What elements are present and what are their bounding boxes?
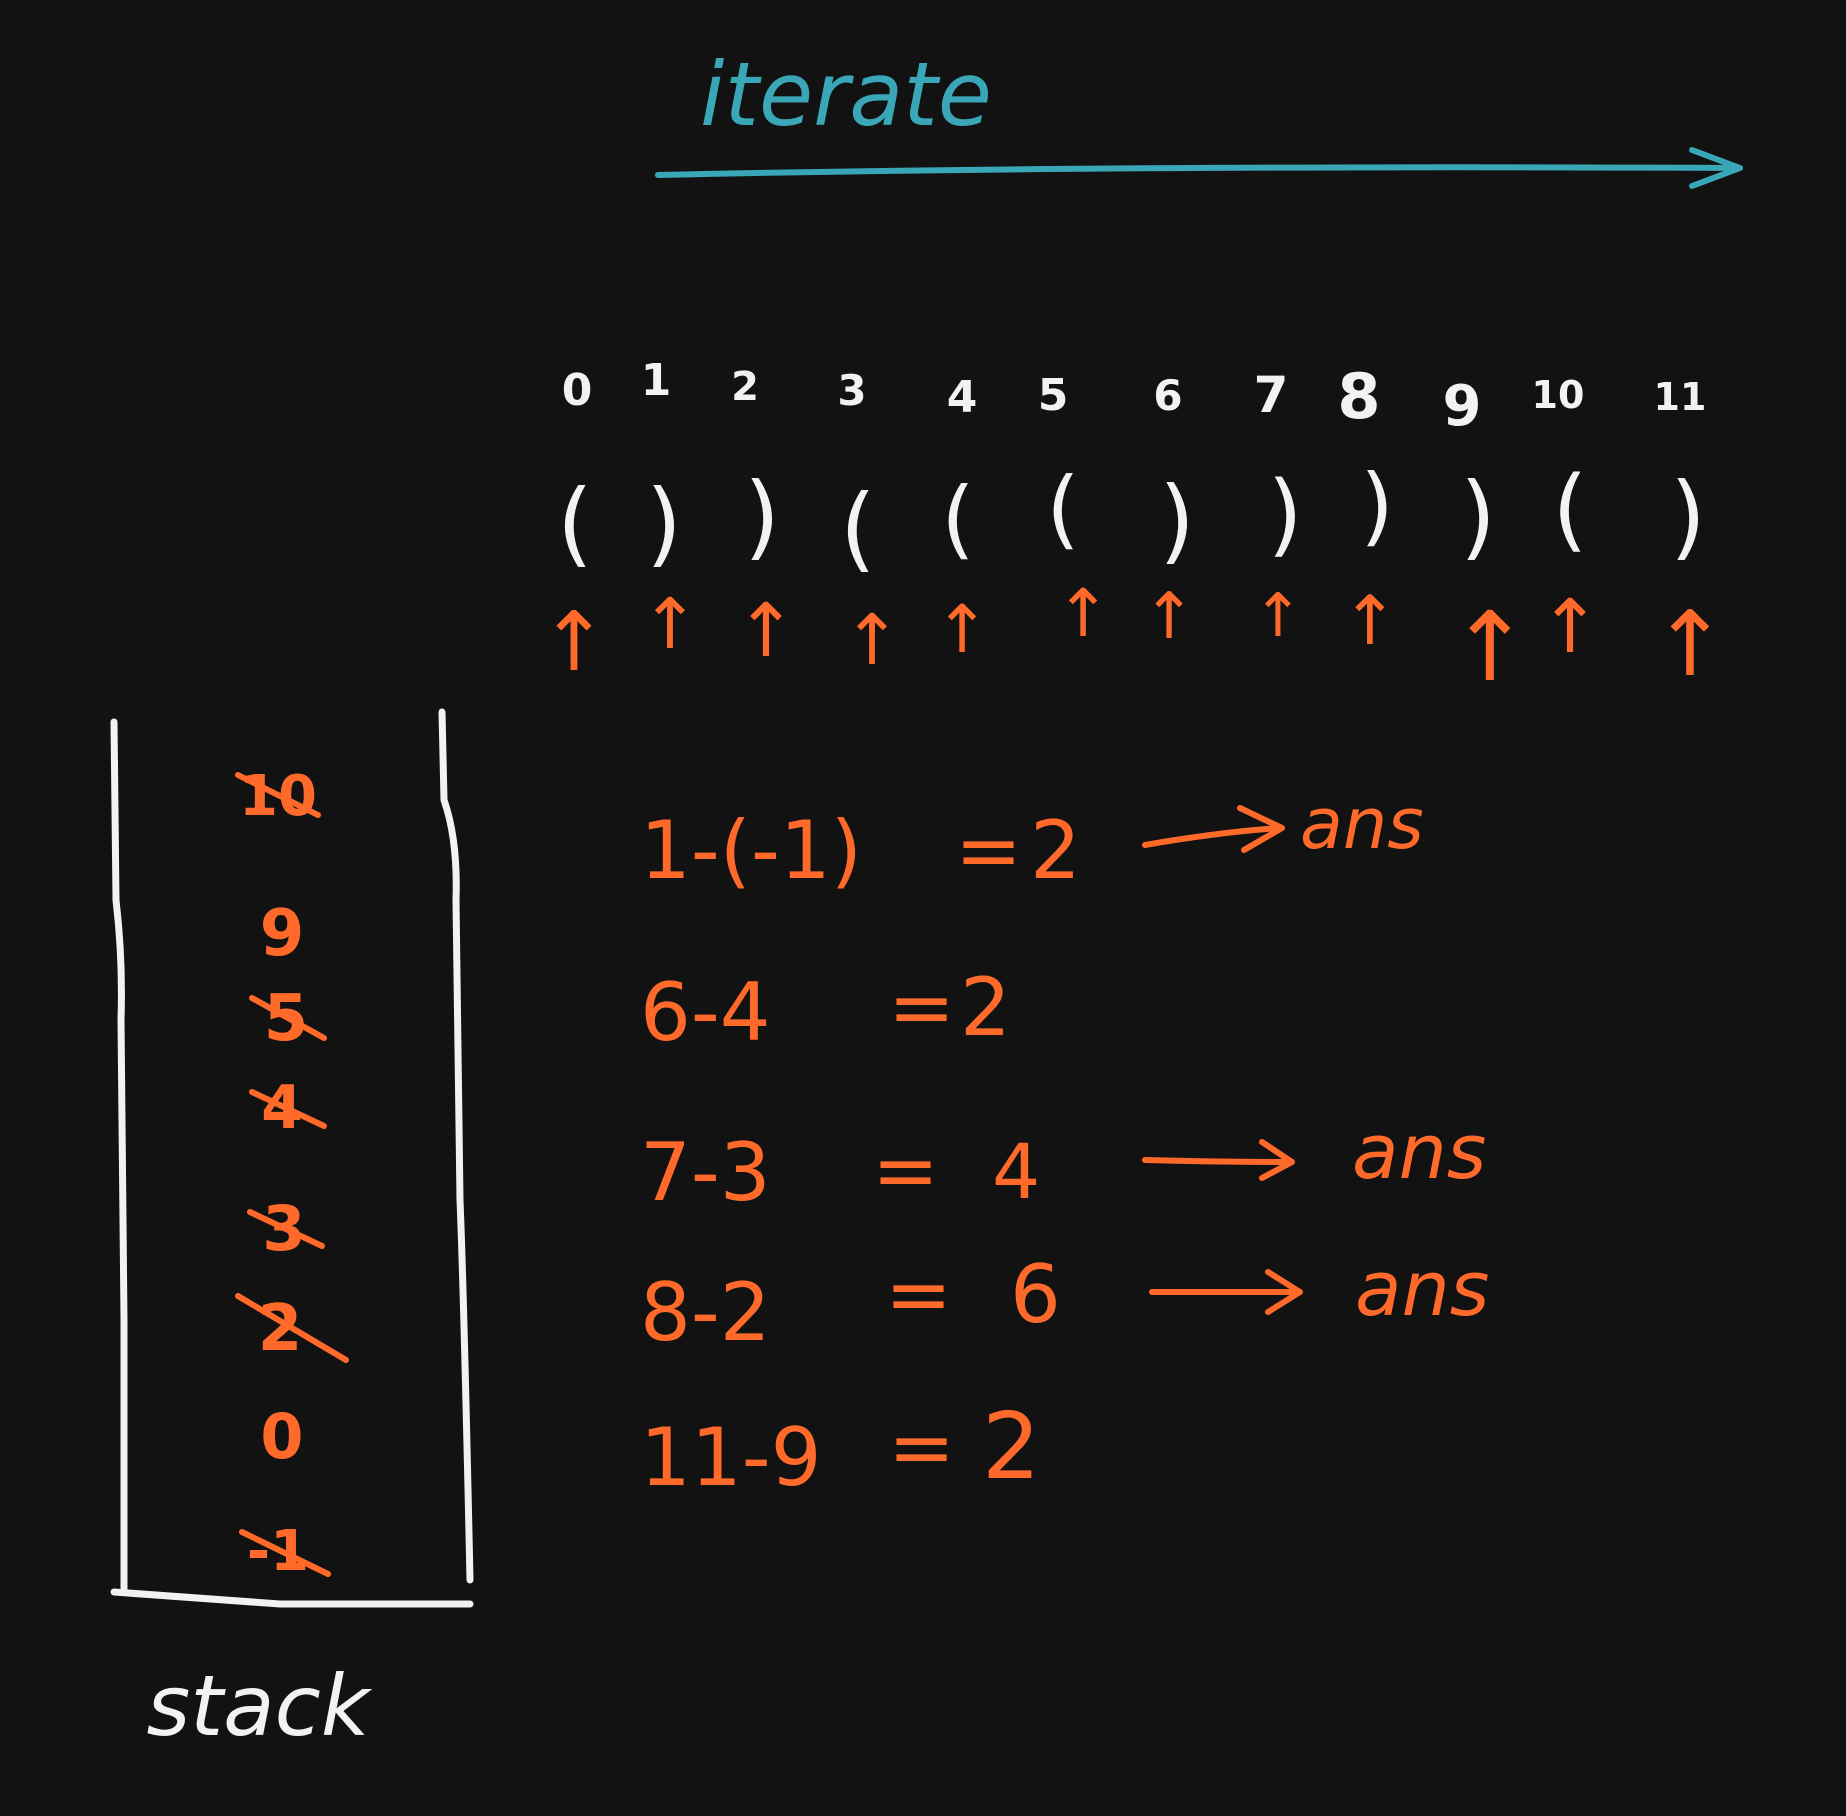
index-3: 3 — [837, 366, 866, 415]
stack-item-strike — [249, 1089, 327, 1129]
iterate-arrow-line — [655, 164, 1743, 178]
calc-row: 6-4 = 2 — [640, 961, 1011, 1059]
paren-9: ) — [1460, 463, 1496, 570]
iterate-header: iterate — [655, 43, 1743, 189]
calc-target: ans — [1300, 783, 1424, 865]
stack-item: 0 — [260, 1400, 303, 1473]
stack-item-strike — [239, 1529, 331, 1577]
pointer-10: ↑ — [1539, 584, 1601, 670]
paren-6: ) — [1159, 467, 1195, 574]
calc-target: ans — [1355, 1244, 1489, 1333]
calc-result: 4 — [992, 1127, 1040, 1216]
index-7: 7 — [1254, 366, 1289, 424]
index-0: 0 — [562, 365, 593, 416]
stack-item-strike — [247, 1209, 325, 1249]
paren-11: ) — [1670, 463, 1706, 570]
stack-items: 10 9 5 4 3 2 0 -1 — [235, 764, 349, 1584]
paren-5: ( — [1046, 459, 1080, 559]
index-11: 11 — [1654, 375, 1707, 419]
calc-eq: = — [955, 804, 1022, 897]
stack-item-strike — [235, 1293, 349, 1363]
calc-arrow-head — [1265, 1269, 1303, 1315]
paren-1: ) — [646, 470, 682, 577]
pointer-3: ↑ — [843, 599, 902, 681]
stack-left-wall — [110, 718, 128, 1596]
paren-2: ) — [744, 463, 780, 570]
calc-expr: 1-(-1) — [640, 804, 862, 897]
calc-eq: = — [885, 1248, 952, 1341]
index-8: 8 — [1337, 360, 1380, 433]
calc-eq: = — [888, 961, 955, 1054]
pointer-row: ↑ ↑ ↑ ↑ ↑ ↑ ↑ ↑ ↑ ↑ ↑ ↑ — [540, 575, 1728, 703]
pointer-2: ↑ — [735, 588, 797, 674]
paren-8: ) — [1360, 456, 1394, 556]
calc-arrow-line — [1142, 825, 1283, 848]
stack-item: 9 — [260, 897, 305, 971]
calc-row: 7-3 = 4 ans — [640, 1107, 1486, 1219]
paren-10: ( — [1552, 457, 1587, 562]
pointer-5: ↑ — [1055, 575, 1110, 652]
pointer-9: ↑ — [1450, 591, 1530, 703]
pointer-8: ↑ — [1342, 582, 1399, 661]
pointer-1: ↑ — [641, 583, 700, 665]
calc-eq: = — [872, 1124, 939, 1217]
pointer-7: ↑ — [1253, 581, 1303, 651]
calc-arrow-head — [1237, 805, 1285, 853]
index-1: 1 — [641, 355, 672, 406]
pointer-11: ↑ — [1652, 592, 1727, 697]
stack-label: stack — [146, 1657, 372, 1755]
index-5: 5 — [1038, 370, 1069, 421]
index-4: 4 — [947, 372, 978, 423]
iterate-label: iterate — [700, 43, 992, 146]
stack-container: stack — [110, 708, 474, 1755]
index-2: 2 — [731, 364, 759, 410]
calc-expr: 8-2 — [640, 1266, 771, 1359]
calc-result: 2 — [982, 1393, 1041, 1500]
calc-arrow-line — [1142, 1157, 1293, 1165]
iterate-arrow-head — [1689, 147, 1743, 189]
calc-result: 2 — [960, 961, 1011, 1054]
calc-row: 8-2 = 6 ans — [640, 1244, 1489, 1359]
stack-right-wall — [438, 708, 474, 1584]
pointer-4: ↑ — [934, 591, 989, 668]
calc-result: 6 — [1010, 1248, 1061, 1341]
pointer-6: ↑ — [1142, 580, 1196, 654]
paren-row: ( ) ) ( ( ( ) ) ) ) ( ) — [557, 456, 1706, 582]
paren-0: ( — [557, 470, 593, 577]
calc-expr: 6-4 — [640, 966, 771, 1059]
paren-7: ) — [1267, 462, 1302, 567]
stack-bottom — [110, 1588, 474, 1608]
stack-item-strike — [249, 995, 327, 1041]
index-10: 10 — [1532, 373, 1585, 417]
calc-row: 1-(-1) = 2 ans — [640, 783, 1424, 897]
calc-expr: 11-9 — [640, 1411, 822, 1504]
calc-eq: = — [888, 1401, 955, 1494]
pointer-0: ↑ — [540, 595, 609, 690]
index-9: 9 — [1443, 374, 1482, 439]
calc-row: 11-9 = 2 — [640, 1393, 1041, 1504]
index-row: 0 1 2 3 4 5 6 7 8 9 10 11 — [562, 355, 1707, 439]
calc-expr: 7-3 — [640, 1126, 771, 1219]
calc-target: ans — [1352, 1107, 1486, 1196]
index-6: 6 — [1153, 371, 1182, 420]
calc-result: 2 — [1030, 804, 1081, 897]
calc-arrow-head — [1259, 1139, 1295, 1181]
stack-item-strike — [235, 772, 321, 818]
paren-4: ( — [941, 469, 975, 569]
calculations: 1-(-1) = 2 ans 6-4 = 2 7-3 = 4 ans 8-2 =… — [640, 783, 1489, 1504]
paren-3: ( — [840, 475, 876, 582]
